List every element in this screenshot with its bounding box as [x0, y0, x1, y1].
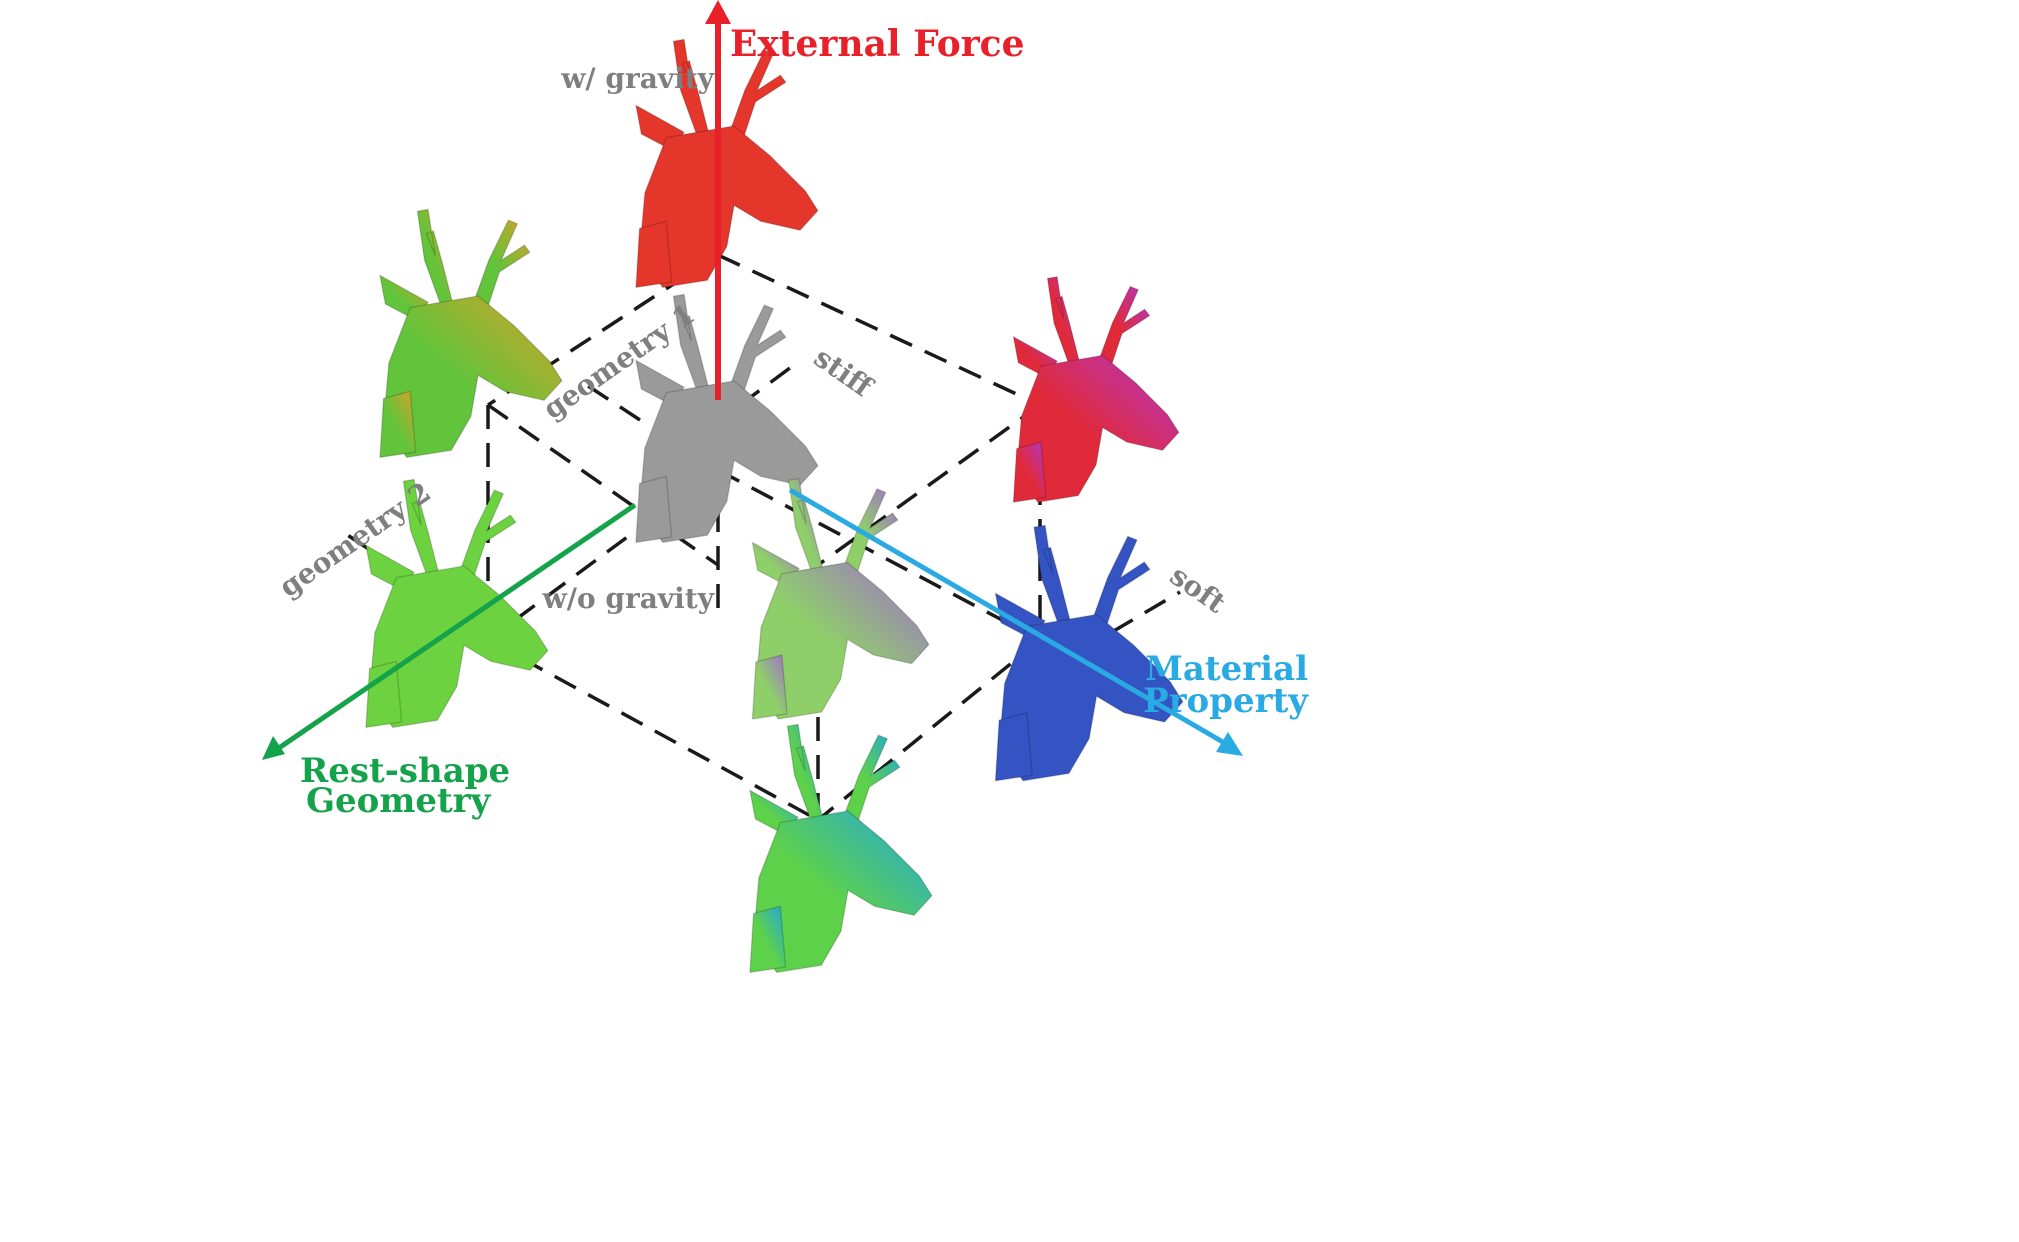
- rest-shape-geometry-axis: [262, 502, 637, 760]
- external-force-high-label: w/ gravity: [560, 62, 714, 95]
- external-force-low-label: w/o gravity: [542, 582, 715, 615]
- external-force-title: External Force: [730, 23, 1025, 65]
- deer-head-red-magenta: [1012, 276, 1180, 503]
- deer-heads: [365, 38, 1184, 974]
- edge: [487, 638, 819, 822]
- rest-shape-geometry-arrowhead: [262, 736, 285, 760]
- material-property-title-line2: Property: [1143, 681, 1309, 721]
- external-force-arrowhead: [705, 0, 731, 24]
- deer-head-green-yellow: [379, 208, 563, 459]
- edge: [1111, 590, 1181, 634]
- material-property-axis-line: [788, 487, 1230, 748]
- edge: [581, 380, 641, 422]
- material-property-title-line1: Material: [1145, 649, 1308, 689]
- material-property-high-label: soft: [1164, 559, 1232, 620]
- deer-head-multi: [751, 477, 930, 720]
- rest-shape-geometry-title-line2: Geometry: [306, 781, 492, 821]
- rest-shape-geometry-title-line1: Rest-shape: [300, 751, 510, 791]
- rest-shape-geometry-axis-line: [274, 502, 637, 753]
- material-property-axis: [788, 487, 1243, 756]
- edge: [717, 253, 1041, 407]
- material-property-arrowhead: [1216, 732, 1243, 756]
- edge: [816, 403, 1042, 567]
- edge: [717, 468, 1041, 642]
- external-force-axis: [705, 0, 731, 400]
- material-property-low-label: stiff: [808, 341, 880, 405]
- deer-head-green-cyan: [749, 723, 933, 974]
